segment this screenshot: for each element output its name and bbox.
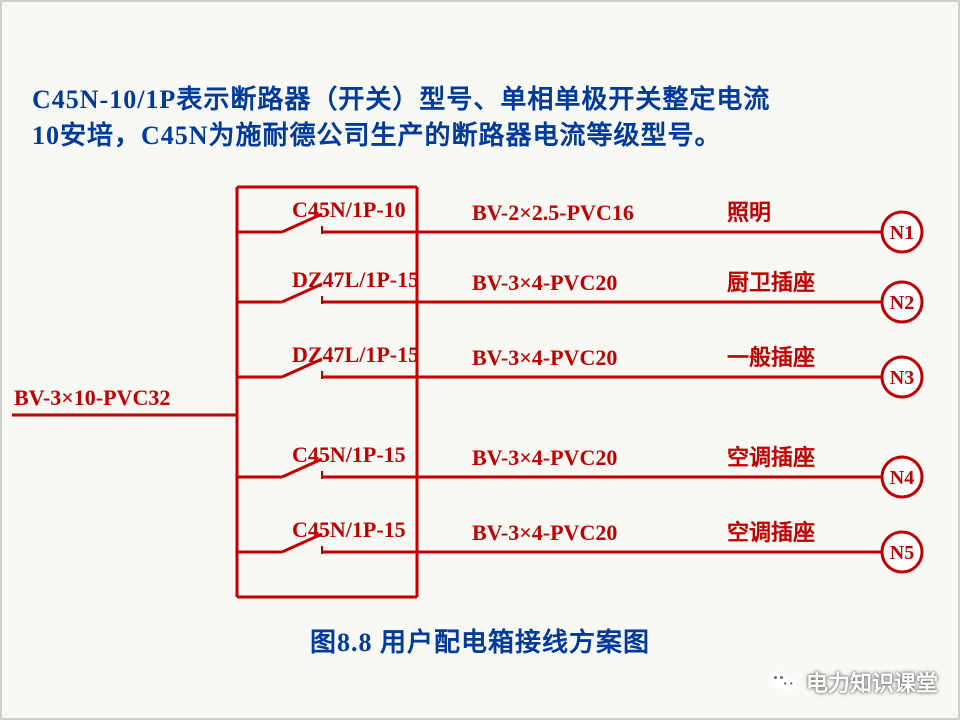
figure-caption: 图8.8 用户配电箱接线方案图 bbox=[2, 622, 958, 659]
wechat-icon bbox=[768, 667, 798, 697]
page-root: C45N-10/1P表示断路器（开关）型号、单相单极开关整定电流 10安培，C4… bbox=[0, 0, 960, 720]
breaker-label-4: C45N/1P-15 bbox=[292, 517, 406, 542]
cable-label-1: BV-3×4-PVC20 bbox=[472, 270, 617, 295]
wiring-diagram: BV-3×10-PVC32 N1 C45N/1P-10 BV-2×2.5-PVC16 照… bbox=[2, 167, 960, 607]
breaker-label-3: C45N/1P-15 bbox=[292, 442, 406, 467]
cable-label-3: BV-3×4-PVC20 bbox=[472, 445, 617, 470]
cable-label-2: BV-3×4-PVC20 bbox=[472, 345, 617, 370]
node-label-N5: N5 bbox=[890, 542, 914, 564]
watermark: 电力知识课堂 bbox=[768, 666, 938, 698]
breaker-label-1: DZ47L/1P-15 bbox=[292, 267, 419, 292]
title-line-2: 10安培，C45N为施耐德公司生产的断路器电流等级型号。 bbox=[32, 121, 722, 150]
cable-label-4: BV-3×4-PVC20 bbox=[472, 520, 617, 545]
title-block: C45N-10/1P表示断路器（开关）型号、单相单极开关整定电流 10安培，C4… bbox=[32, 82, 932, 155]
node-label-N1: N1 bbox=[890, 222, 914, 244]
breaker-label-2: DZ47L/1P-15 bbox=[292, 342, 419, 367]
cable-desc-1: 厨卫插座 bbox=[727, 270, 815, 295]
cable-desc-2: 一般插座 bbox=[727, 345, 815, 370]
input-cable-label: BV-3×10-PVC32 bbox=[14, 385, 170, 410]
title-line-1: C45N-10/1P表示断路器（开关）型号、单相单极开关整定电流 bbox=[32, 85, 770, 114]
watermark-text: 电力知识课堂 bbox=[806, 666, 938, 698]
cable-desc-3: 空调插座 bbox=[727, 445, 815, 470]
breaker-label-0: C45N/1P-10 bbox=[292, 197, 406, 222]
node-label-N2: N2 bbox=[890, 292, 914, 314]
cable-desc-4: 空调插座 bbox=[727, 520, 815, 545]
cable-label-0: BV-2×2.5-PVC16 bbox=[472, 200, 634, 225]
node-label-N3: N3 bbox=[890, 367, 914, 389]
cable-desc-0: 照明 bbox=[727, 200, 771, 225]
node-label-N4: N4 bbox=[890, 467, 914, 489]
